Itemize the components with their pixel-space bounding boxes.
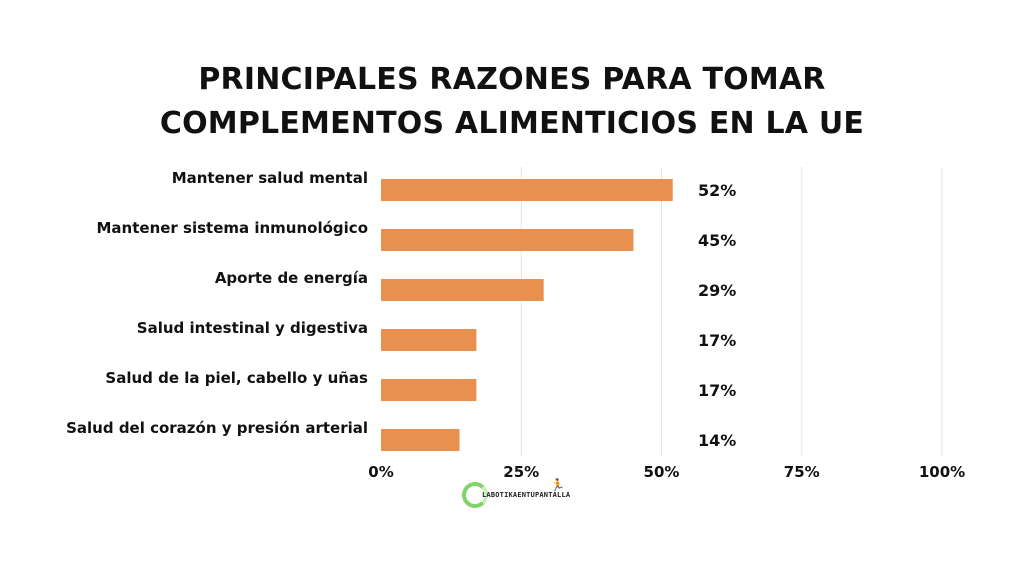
bar <box>381 279 544 301</box>
category-label: Salud de la piel, cabello y uñas <box>105 369 368 387</box>
runner-icon: 🏃 <box>550 478 565 492</box>
x-tick-label: 50% <box>644 463 680 481</box>
chart-title-line-1: PRINCIPALES RAZONES PARA TOMAR <box>198 62 826 97</box>
bar <box>381 379 477 401</box>
chart-title: PRINCIPALES RAZONES PARA TOMAR COMPLEMEN… <box>0 58 1024 146</box>
value-label: 17% <box>698 331 736 350</box>
bar <box>381 329 477 351</box>
bar <box>381 429 460 451</box>
value-label: 29% <box>698 281 736 300</box>
bar <box>381 179 673 201</box>
category-label: Salud intestinal y digestiva <box>137 319 368 337</box>
value-label: 52% <box>698 181 736 200</box>
logo-text: LABOTIKAENTUPANTALLA <box>482 491 571 499</box>
watermark-logo: LABOTIKAENTUPANTALLA 🏃 <box>462 478 571 516</box>
logo-ring-icon <box>462 482 488 508</box>
chart-title-line-2: COMPLEMENTOS ALIMENTICIOS EN LA UE <box>159 106 865 141</box>
value-label: 14% <box>698 431 736 450</box>
category-label: Mantener sistema inmunológico <box>97 219 369 237</box>
x-tick-label: 75% <box>784 463 820 481</box>
category-label: Aporte de energía <box>215 269 368 287</box>
x-tick-label: 0% <box>368 463 393 481</box>
value-label: 17% <box>698 381 736 400</box>
category-label: Mantener salud mental <box>172 169 368 187</box>
value-label: 45% <box>698 231 736 250</box>
x-tick-label: 25% <box>503 463 539 481</box>
category-label: Salud del corazón y presión arterial <box>66 419 368 437</box>
x-tick-label: 100% <box>919 463 965 481</box>
bar <box>381 229 634 251</box>
